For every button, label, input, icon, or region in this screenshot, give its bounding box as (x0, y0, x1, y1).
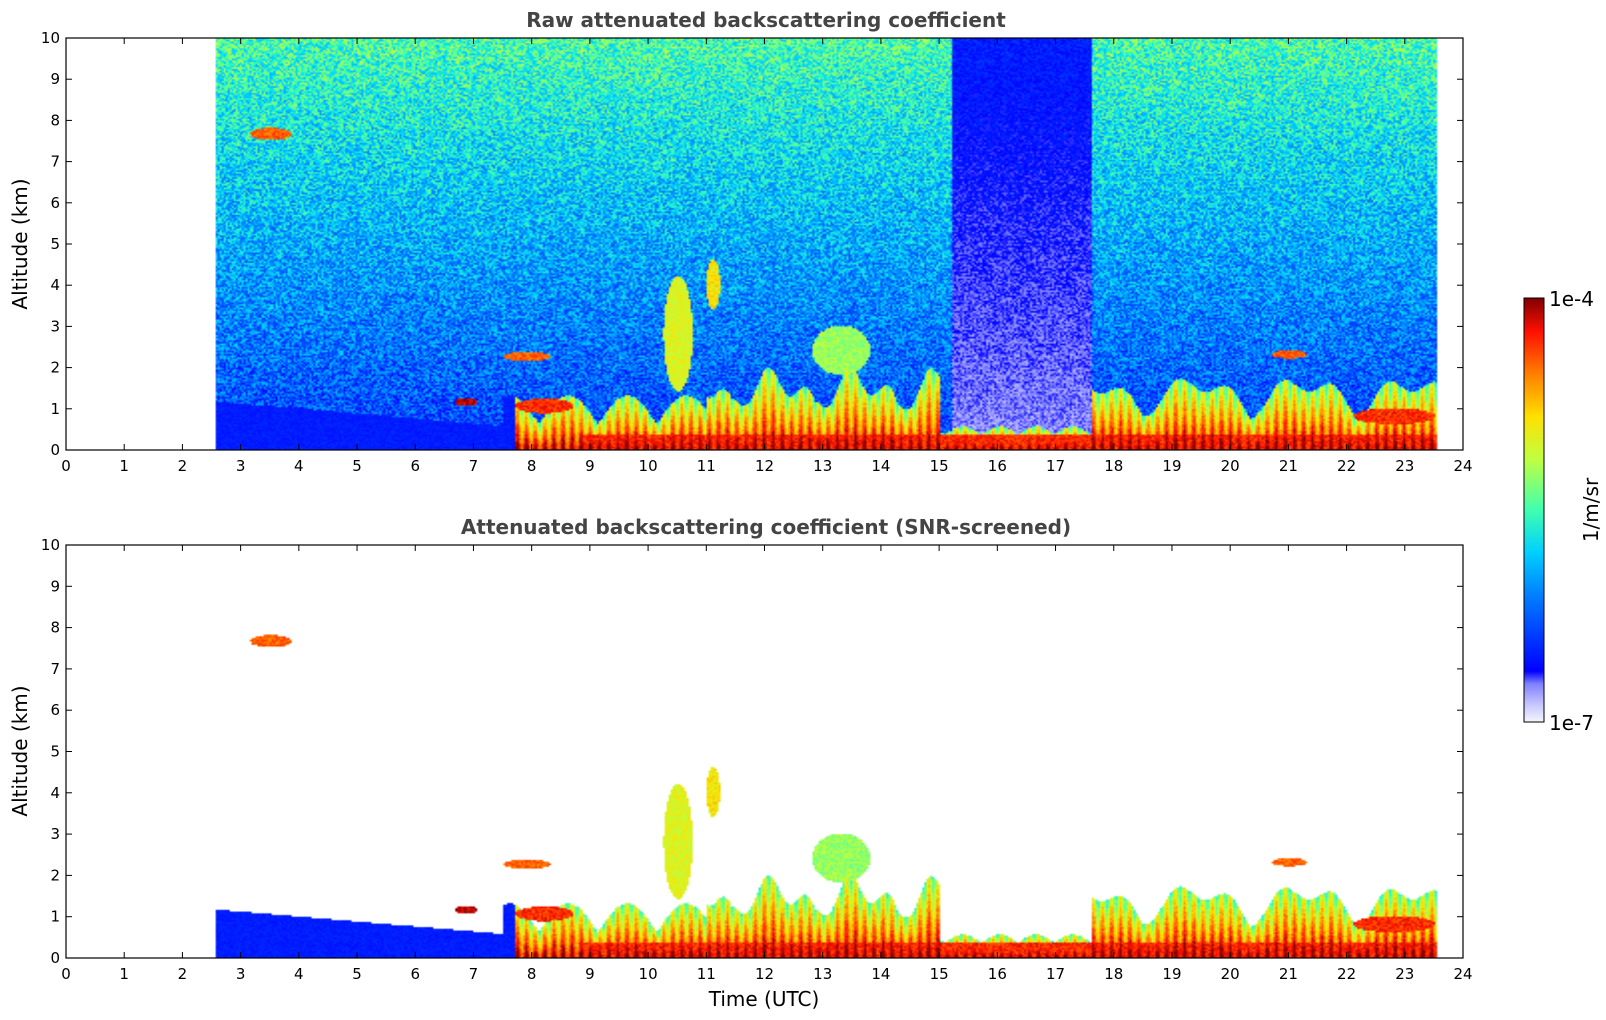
y-tick-label: 5 (50, 235, 60, 253)
colorbar-gradient (1523, 297, 1545, 723)
x-tick-label: 13 (813, 457, 832, 475)
panel-screened-y-axis: 0 1 2 3 4 5 6 7 8 9 10 (41, 536, 1463, 967)
x-tick-label: 11 (697, 965, 716, 983)
y-tick-label: 2 (50, 359, 60, 377)
x-tick-label: 10 (639, 457, 658, 475)
y-tick-label: 7 (50, 153, 60, 171)
y-tick-label: 3 (50, 317, 60, 335)
x-tick-label: 4 (294, 965, 304, 983)
x-tick-label: 24 (1453, 965, 1472, 983)
y-tick-label: 3 (50, 825, 60, 843)
panel-raw-x-axis: 0 1 2 3 4 5 6 7 8 9 10 11 12 13 14 15 16 17 18 19 20 21 22 23 24 (61, 38, 1473, 475)
y-tick-label: 1 (50, 400, 60, 418)
x-tick-label: 9 (585, 965, 595, 983)
y-tick-label: 2 (50, 866, 60, 884)
panel-screened-title: Attenuated backscattering coefficient (S… (461, 515, 1071, 539)
x-tick-label: 14 (871, 965, 890, 983)
y-tick-label: 1 (50, 908, 60, 926)
x-tick-label: 15 (930, 965, 949, 983)
y-tick-label: 0 (50, 949, 60, 967)
x-tick-label: 8 (527, 965, 537, 983)
x-tick-label: 23 (1395, 965, 1414, 983)
colorbar-min-label: 1e-7 (1549, 711, 1594, 735)
x-tick-label: 18 (1104, 457, 1123, 475)
x-tick-label: 24 (1453, 457, 1472, 475)
panel-raw-y-label: Altitude (km) (8, 178, 32, 309)
x-tick-label: 17 (1046, 965, 1065, 983)
x-tick-label: 21 (1279, 457, 1298, 475)
y-tick-label: 0 (50, 441, 60, 459)
x-tick-label: 17 (1046, 457, 1065, 475)
colorbar: 1e-4 1e-7 1/m/sr (1523, 287, 1603, 735)
x-tick-label: 21 (1279, 965, 1298, 983)
x-tick-label: 16 (988, 965, 1007, 983)
y-tick-label: 10 (41, 536, 60, 554)
x-tick-label: 7 (469, 457, 479, 475)
y-tick-label: 7 (50, 660, 60, 678)
y-tick-label: 10 (41, 29, 60, 47)
x-tick-label: 15 (930, 457, 949, 475)
x-tick-label: 2 (178, 457, 188, 475)
x-tick-label: 0 (61, 457, 71, 475)
x-tick-label: 14 (871, 457, 890, 475)
panel-raw-title: Raw attenuated backscattering coefficien… (526, 8, 1006, 32)
y-tick-label: 9 (50, 70, 60, 88)
x-tick-label: 23 (1395, 457, 1414, 475)
x-tick-label: 22 (1337, 965, 1356, 983)
x-tick-label: 19 (1162, 965, 1181, 983)
x-tick-label: 3 (236, 965, 246, 983)
x-tick-label: 20 (1221, 457, 1240, 475)
x-tick-label: 13 (813, 965, 832, 983)
y-tick-label: 4 (50, 784, 60, 802)
x-tick-label: 5 (352, 457, 362, 475)
y-tick-label: 9 (50, 577, 60, 595)
x-tick-label: 8 (527, 457, 537, 475)
x-tick-label: 7 (469, 965, 479, 983)
x-tick-label: 1 (119, 965, 129, 983)
x-tick-label: 16 (988, 457, 1007, 475)
y-tick-label: 8 (50, 619, 60, 637)
x-tick-label: 19 (1162, 457, 1181, 475)
x-tick-label: 1 (119, 457, 129, 475)
panel-raw: Raw attenuated backscattering coefficien… (8, 8, 1473, 475)
raw-backscatter-heatmap (66, 38, 1463, 450)
y-tick-label: 4 (50, 276, 60, 294)
screened-backscatter-heatmap (66, 545, 1463, 958)
colorbar-unit-label: 1/m/sr (1579, 477, 1603, 542)
y-tick-label: 6 (50, 194, 60, 212)
x-tick-label: 6 (410, 457, 420, 475)
x-tick-label: 5 (352, 965, 362, 983)
x-tick-label: 11 (697, 457, 716, 475)
x-tick-label: 18 (1104, 965, 1123, 983)
panel-screened-x-axis: 0 1 2 3 4 5 6 7 8 9 10 11 12 13 14 15 16 17 18 19 20 21 22 23 24 (61, 545, 1473, 983)
x-tick-label: 0 (61, 965, 71, 983)
panel-screened-y-label: Altitude (km) (8, 685, 32, 816)
x-tick-label: 22 (1337, 457, 1356, 475)
y-tick-label: 8 (50, 111, 60, 129)
y-tick-label: 5 (50, 743, 60, 761)
x-tick-label: 20 (1221, 965, 1240, 983)
x-tick-label: 10 (639, 965, 658, 983)
x-tick-label: 6 (410, 965, 420, 983)
x-tick-label: 4 (294, 457, 304, 475)
x-tick-label: 2 (178, 965, 188, 983)
x-tick-label: 12 (755, 965, 774, 983)
colorbar-max-label: 1e-4 (1549, 287, 1594, 311)
x-tick-label: 12 (755, 457, 774, 475)
panel-screened-x-label: Time (UTC) (708, 987, 820, 1011)
y-tick-label: 6 (50, 701, 60, 719)
panel-raw-y-axis: 0 1 2 3 4 5 6 7 8 9 10 (41, 29, 1463, 459)
panel-screened: Attenuated backscattering coefficient (S… (8, 515, 1473, 1011)
x-tick-label: 9 (585, 457, 595, 475)
x-tick-label: 3 (236, 457, 246, 475)
